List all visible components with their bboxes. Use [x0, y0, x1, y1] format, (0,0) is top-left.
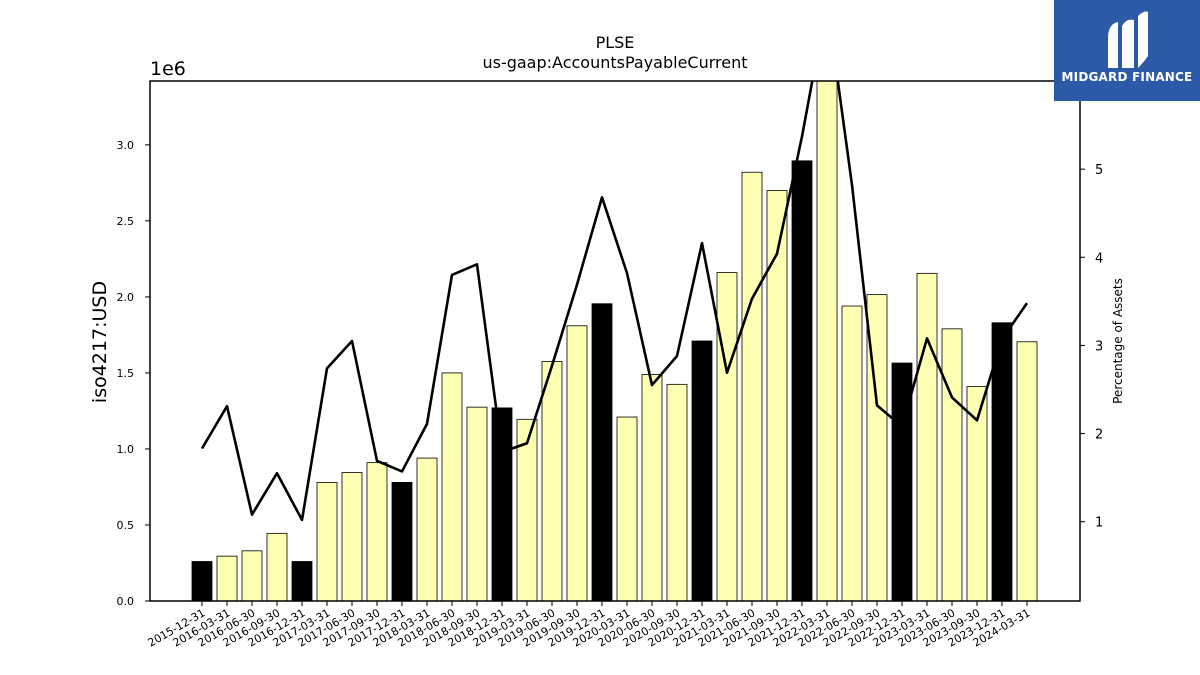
brand-logo: MIDGARD FINANCE — [1054, 0, 1200, 101]
bar-series — [191, 81, 1038, 601]
bar-2022-03-31 — [816, 81, 838, 601]
y-offset-label: 1e6 — [150, 58, 186, 80]
y2-tick-label: 4 — [1095, 251, 1103, 266]
bar-2020-03-31 — [616, 416, 638, 601]
bar-2023-03-31 — [916, 272, 938, 601]
bar-2021-06-30 — [741, 171, 763, 601]
y-tick-label: 3.0 — [117, 139, 135, 152]
y-tick-label: 2.0 — [117, 291, 135, 304]
y-tick-label: 0.5 — [117, 519, 135, 532]
plot-frame — [149, 80, 1081, 602]
y2-tick-label: 3 — [1095, 339, 1103, 354]
bar-2018-03-31 — [416, 457, 438, 601]
bar-2024-03-31 — [1016, 341, 1038, 601]
bar-2017-06-30 — [341, 472, 363, 601]
y-tick-label: 1.0 — [117, 443, 135, 456]
bar-2016-09-30 — [266, 532, 288, 601]
bar-2023-09-30 — [966, 386, 988, 601]
bar-2023-06-30 — [941, 328, 963, 601]
bar-2020-06-30 — [641, 374, 663, 601]
bar-2019-12-31 — [591, 303, 613, 601]
percentage-of-assets-line — [200, 81, 1029, 522]
y-ticks: 0.0 0.5 1.0 1.5 2.0 2.5 3.0 — [117, 139, 150, 608]
y-tick-label: 0.0 — [117, 595, 135, 608]
bar-2017-03-31 — [316, 482, 338, 601]
bar-2019-03-31 — [516, 418, 538, 601]
y2-tick-label: 5 — [1095, 163, 1103, 178]
bar-2018-12-31 — [491, 407, 513, 601]
bar-2017-12-31 — [391, 482, 413, 601]
bar-2019-06-30 — [541, 361, 563, 601]
logo-text: MIDGARD FINANCE — [1061, 70, 1193, 84]
y-tick-label: 2.5 — [117, 215, 135, 228]
chart-subtitle: us-gaap:AccountsPayableCurrent — [482, 53, 747, 72]
x-ticks: 2015-12-312016-03-312016-06-302016-09-30… — [146, 601, 1033, 650]
bar-2018-09-30 — [466, 406, 488, 601]
bar-2021-03-31 — [716, 272, 738, 601]
chart-title: PLSE — [596, 33, 635, 52]
y2-tick-label: 1 — [1095, 516, 1103, 531]
bar-2017-09-30 — [366, 462, 388, 601]
bar-2016-06-30 — [241, 550, 263, 601]
y2-axis-label: Percentage of Assets — [1111, 278, 1125, 404]
bar-2021-12-31 — [791, 160, 813, 601]
y2-ticks: 123456 — [1080, 75, 1103, 531]
bar-2022-06-30 — [841, 305, 863, 601]
line-series-layer — [200, 81, 1029, 522]
logo-mark-icon — [1108, 11, 1148, 68]
bar-2018-06-30 — [441, 372, 463, 601]
y-tick-label: 1.5 — [117, 367, 135, 380]
bar-2020-12-31 — [691, 340, 713, 601]
y2-tick-label: 2 — [1095, 428, 1103, 443]
bar-2023-12-31 — [991, 322, 1013, 601]
bar-2020-09-30 — [666, 383, 688, 601]
y-axis-label: iso4217:USD — [89, 281, 111, 403]
bar-2019-09-30 — [566, 325, 588, 601]
bar-2016-12-31 — [291, 561, 313, 601]
bar-2015-12-31 — [191, 561, 213, 601]
axes — [149, 80, 1081, 602]
bar-2016-03-31 — [216, 555, 238, 601]
